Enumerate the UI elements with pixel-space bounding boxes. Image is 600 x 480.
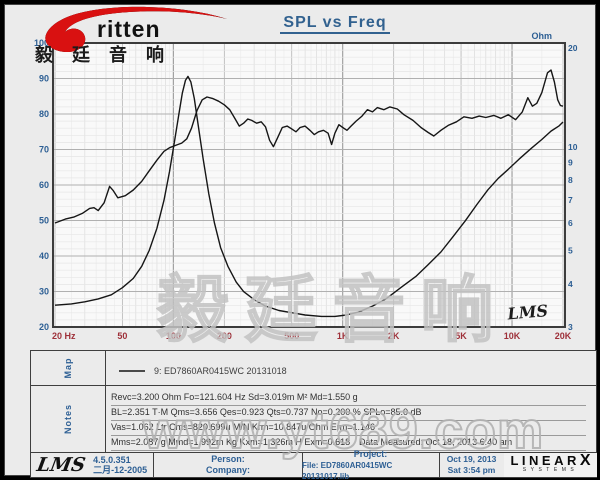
y-left-tick: 70 [39, 145, 49, 155]
page-title: SPL vs Freq [65, 14, 600, 34]
y-right-tick: 8 [568, 175, 573, 185]
y-left-tick: 60 [39, 180, 49, 190]
measured-date: Data Measured: Oct 18, 2013 6:40 am [359, 437, 513, 447]
brand-text: ritten [97, 16, 161, 42]
y-left-tick: 30 [39, 287, 49, 297]
y-right-tick: 7 [568, 195, 573, 205]
report-inner-frame: { "header": { "title": "SPL vs Freq", "l… [4, 4, 597, 480]
y-right-tick: 20 [568, 43, 578, 53]
company-logo: ritten 毅 廷 音 响 [29, 5, 249, 69]
app-version-date: 二月-12-2005 [93, 465, 148, 475]
print-time: Sat 3:54 pm [447, 465, 496, 475]
spl-curve [54, 69, 564, 224]
footer-project-cell: Project: File: ED7860AR0415WC 20131017.l… [302, 449, 440, 480]
x-tick: 200 [217, 331, 232, 341]
spl-freq-chart: 100 90 80 70 60 50 40 30 20 20 10 9 8 7 6 5 4 3 20 Hz 50 100… [34, 31, 578, 341]
x-tick: 20 Hz [52, 331, 76, 341]
x-tick: 5K [455, 331, 467, 341]
y-left-tick: 100 [34, 38, 49, 48]
footer-person-cell: Person: Company: [154, 453, 303, 477]
company-label: Company: [205, 465, 250, 475]
legend-text: 9: ED7860AR0415WC 20131018 [154, 366, 287, 376]
y-left-tick: 80 [39, 109, 49, 119]
footer-app-cell: LMS 4.5.0.351 二月-12-2005 [31, 453, 154, 477]
print-date: Oct 19, 2013 [446, 454, 497, 464]
x-tick: 50 [117, 331, 127, 341]
app-version: 4.5.0.351 [93, 455, 131, 465]
file-name: File: ED7860AR0415WC 20131017.lib [302, 460, 393, 480]
linearx-logo: LINEARX [510, 451, 591, 469]
notes-body: Revc=3.200 Ohm Fo=121.604 Hz Sd=3.019m M… [111, 391, 586, 451]
x-tick: 2K [388, 331, 400, 341]
footer-date-cell: Oct 19, 2013 Sat 3:54 pm [439, 453, 505, 477]
notes-section: Notes Revc=3.200 Ohm Fo=121.604 Hz Sd=3.… [30, 385, 597, 453]
notes-label: Notes [63, 403, 73, 435]
legend-line-sample [119, 370, 145, 372]
y-right-tick: 6 [568, 218, 573, 228]
ohm-axis-label: Ohm [531, 31, 552, 41]
linearx-systems-text: SYSTEMS [522, 466, 579, 473]
impedance-curve [54, 75, 564, 318]
x-tick: 500 [284, 331, 299, 341]
y-left-tick: 20 [39, 322, 49, 332]
x-tick: 10K [504, 331, 521, 341]
y-right-tick: 9 [568, 158, 573, 168]
notes-label-cell: Notes [31, 386, 106, 452]
map-section: Map 9: ED7860AR0415WC 20131018 [30, 350, 597, 386]
lms-plot-signature: LMS [506, 301, 549, 324]
y-left-tick: 90 [39, 74, 49, 84]
map-label: Map [63, 357, 73, 379]
linearx-logo-cell: LINEARX SYSTEMS [504, 451, 597, 477]
map-label-cell: Map [31, 351, 106, 385]
y-right-tick: 5 [568, 246, 573, 256]
logo-swoosh-icon [45, 6, 228, 53]
note-line-4: Mms=2.087 g Mmd=1.992m Kg Kxm=1.326m H E… [111, 436, 586, 451]
y-right-tick: 10 [568, 142, 578, 152]
note-line-1: Revc=3.200 Ohm Fo=121.604 Hz Sd=3.019m M… [111, 391, 586, 406]
note-line-3: Vas=1.062 Ltr Cms=820.699u M/N Krm=10.84… [111, 421, 586, 436]
lms-logo: LMS [35, 453, 88, 476]
curve-legend: 9: ED7860AR0415WC 20131018 [119, 366, 287, 376]
x-tick: 20K [555, 331, 572, 341]
x-tick: 1K [337, 331, 349, 341]
y-left-tick: 50 [39, 216, 49, 226]
x-tick: 100 [166, 331, 181, 341]
footer-bar: LMS 4.5.0.351 二月-12-2005 Person: Company… [30, 449, 597, 480]
plot-frame [52, 42, 566, 328]
y-left-tick: 40 [39, 251, 49, 261]
project-label: Project: [353, 448, 388, 459]
brand-chinese-text: 毅 廷 音 响 [35, 45, 172, 65]
person-label: Person: [211, 454, 245, 464]
y-right-tick: 4 [568, 279, 573, 289]
note-line-2: BL=2.351 T·M Qms=3.656 Qes=0.923 Qts=0.7… [111, 406, 586, 421]
y-right-tick: 3 [568, 322, 573, 332]
